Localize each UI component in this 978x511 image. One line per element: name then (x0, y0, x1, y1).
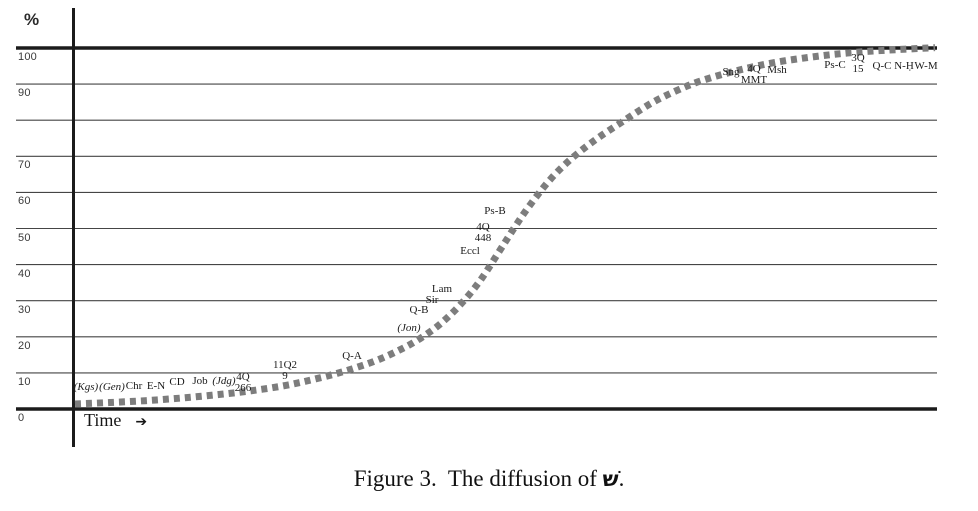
diffusion-chart: % 100 90 70 60 50 40 30 20 10 0 (Kgs) (Gen) Chr E-N C… (16, 8, 938, 447)
curve-annotation-4q-448: 4Q 448 (475, 222, 492, 243)
annotation-line: MMT (740, 73, 768, 86)
curve-annotation-4q-mmt: 4Q MMT (741, 64, 767, 85)
caption-text: Figure 3. The diffusion of (353, 466, 603, 491)
caption-period: . (618, 466, 625, 491)
y-tick-label-50: 50 (18, 231, 31, 244)
y-tick-label-100: 100 (18, 51, 37, 63)
curve-annotation-sir: Sir (426, 295, 439, 306)
annotation-line: Msh (767, 64, 787, 76)
annotation-line: 15 (852, 62, 864, 75)
x-axis-label: Time ➔ (84, 410, 147, 431)
annotation-line: (Gen) (99, 381, 125, 393)
annotation-line: Sng (722, 66, 740, 78)
curve-annotation-msh: Msh (767, 65, 787, 76)
annotation-line: Q-C (872, 60, 892, 72)
annotation-line: (Kgs) (73, 381, 99, 393)
hebrew-shin-letter: שׁ (602, 467, 619, 491)
curve-annotation-11q2-9: 11Q2 9 (273, 360, 297, 381)
curve-annotation-(jon): (Jon) (397, 323, 420, 334)
y-tick-label-70: 70 (18, 159, 31, 172)
annotation-line: 4Q (747, 63, 761, 75)
chart-canvas (16, 8, 937, 447)
right-arrow-icon: ➔ (135, 414, 148, 430)
curve-annotation-q-a: Q-A (342, 351, 362, 362)
curve-annotation-lam: Lam (432, 284, 452, 295)
annotation-line: W-M (914, 60, 938, 72)
figure-caption: Figure 3. The diffusion of שׁ. (0, 466, 978, 492)
curve-annotation-job: Job (192, 376, 207, 387)
annotation-line: Chr (125, 380, 143, 392)
annotation-line: Lam (431, 283, 453, 295)
annotation-line: 3Q (851, 52, 865, 64)
curve-annotation-eccl: Eccl (460, 246, 480, 257)
y-tick-label-60: 60 (18, 195, 31, 208)
annotation-line: 4Q (476, 221, 490, 233)
annotation-line: (Jdg) (212, 375, 236, 387)
y-tick-label-40: 40 (18, 267, 31, 280)
curve-annotation-q-c: Q-C (873, 61, 892, 72)
annotation-line: 266 (234, 381, 252, 394)
curve-annotation-ps-b: Ps-B (484, 206, 505, 217)
annotation-line: N-Ḥ (894, 60, 914, 72)
y-tick-label-10: 10 (18, 375, 31, 388)
curve-annotation-(kgs): (Kgs) (74, 382, 98, 393)
curve-annotation-cd: CD (169, 377, 184, 388)
curve-annotation-ps-c: Ps-C (824, 60, 845, 71)
y-tick-label-90: 90 (18, 87, 31, 100)
annotation-line: Ps-C (824, 59, 846, 71)
y-tick-label-30: 30 (18, 303, 31, 316)
annotation-line: Eccl (460, 245, 480, 257)
annotation-line: (Jon) (397, 322, 421, 334)
annotation-line: Q-B (409, 304, 429, 316)
curve-annotation-(jdg): (Jdg) (212, 376, 235, 387)
curve-annotation-n-ḥ: N-Ḥ (894, 61, 914, 72)
curve-annotation-3q-15: 3Q 15 (851, 53, 864, 74)
curve-annotation-e-n: E-N (147, 381, 165, 392)
curve-annotation-4q-266: 4Q 266 (235, 372, 252, 393)
annotation-line: 11Q2 (272, 359, 298, 371)
annotation-line: 448 (474, 231, 492, 244)
curve-annotation-w-m: W-M (914, 61, 937, 72)
annotation-line: Ps-B (484, 205, 506, 217)
annotation-line: Job (192, 375, 208, 387)
annotation-line: Q-A (342, 350, 362, 362)
x-axis-label-text: Time (84, 410, 122, 430)
curve-annotation-chr: Chr (126, 381, 143, 392)
annotation-line: Sir (425, 294, 439, 306)
y-tick-label-20: 20 (18, 339, 31, 352)
curve-annotation-q-b: Q-B (410, 305, 429, 316)
annotation-line: CD (169, 376, 185, 388)
annotation-line: 4Q (236, 371, 250, 383)
curve-annotation-sng: Sng (722, 67, 739, 78)
y-axis-unit-label: % (24, 10, 40, 29)
diffusion-curve (74, 44, 936, 408)
curve-annotation-(gen): (Gen) (99, 382, 125, 393)
annotation-line: E-N (146, 380, 166, 392)
y-tick-label-0: 0 (18, 412, 25, 424)
annotation-line: 9 (282, 369, 288, 382)
